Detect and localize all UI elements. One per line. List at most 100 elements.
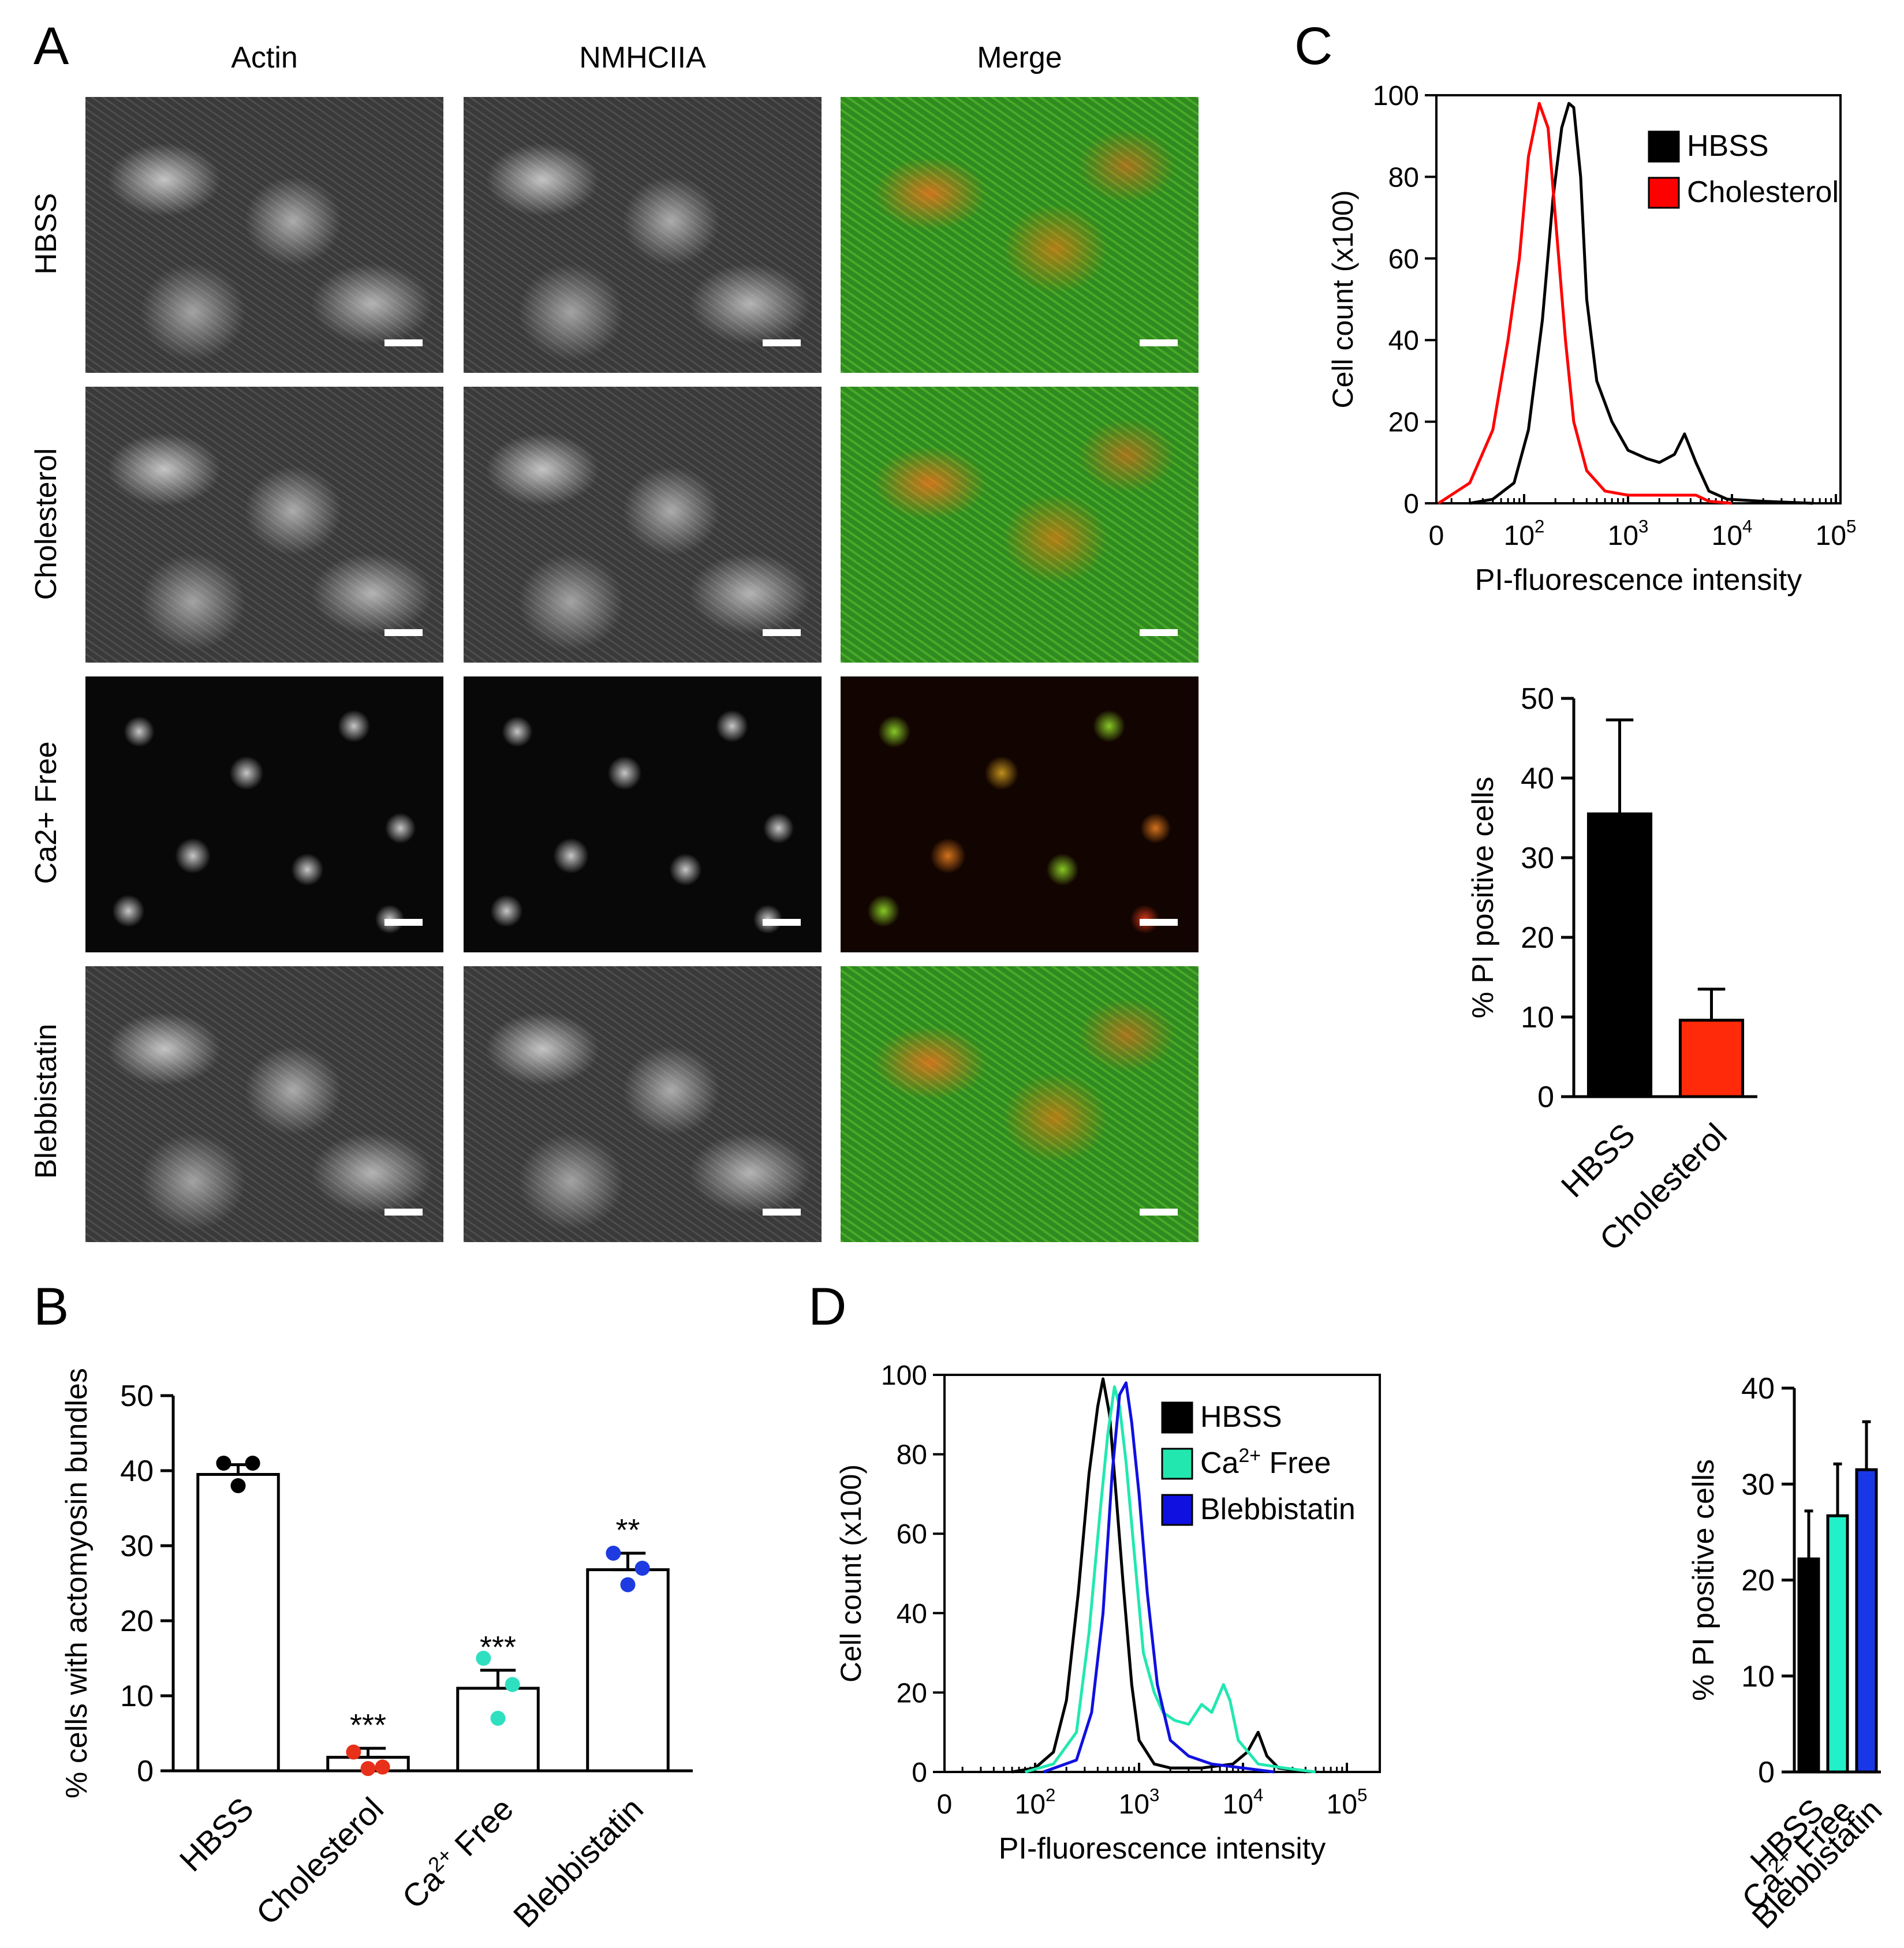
y-tick-label: 50 bbox=[120, 1379, 154, 1413]
y-axis-label: % PI positive cells bbox=[1687, 1459, 1720, 1701]
y-axis-label: Cell count (x100) bbox=[1327, 190, 1359, 409]
bar-blebbistatin bbox=[1855, 1468, 1878, 1774]
legend: HBSS Cholesterol bbox=[1648, 129, 1839, 209]
y-tick-label: 60 bbox=[897, 1519, 927, 1550]
image-hbss-actin bbox=[85, 97, 443, 373]
image-cholesterol-nmhciia bbox=[464, 387, 822, 663]
panel-label-a: A bbox=[33, 17, 69, 76]
x-tick-label: 103 bbox=[1608, 516, 1649, 551]
image-hbss-merge bbox=[841, 97, 1199, 373]
data-point bbox=[606, 1546, 621, 1561]
histogram-c-histogram: 0 20 40 60 80 100 Cell count (x100) 0 102 103 104 1… bbox=[1327, 81, 1856, 597]
panel-label-d: D bbox=[808, 1277, 847, 1336]
x-tick-label-blebbistatin: Blebbistatin bbox=[506, 1790, 650, 1934]
y-tick-label: 40 bbox=[120, 1455, 154, 1488]
y-tick-label: 100 bbox=[1373, 81, 1419, 111]
x-tick-label: 0 bbox=[1429, 521, 1444, 551]
legend-swatch-cholesterol bbox=[1648, 177, 1680, 209]
data-point bbox=[216, 1456, 232, 1471]
scale-bar bbox=[1140, 919, 1178, 926]
y-tick-label: 30 bbox=[1521, 842, 1554, 875]
x-tick-label: 102 bbox=[1015, 1785, 1056, 1820]
x-tick-label: 105 bbox=[1816, 516, 1857, 551]
y-tick-label: 40 bbox=[897, 1599, 927, 1629]
scale-bar bbox=[763, 1209, 801, 1216]
series-line-ca2-free bbox=[1024, 1385, 1316, 1774]
scale-bar bbox=[384, 339, 423, 346]
legend-swatch-ca2-free bbox=[1161, 1448, 1193, 1480]
y-tick-label: 30 bbox=[120, 1530, 154, 1563]
x-axis-label: PI-fluorescence intensity bbox=[1475, 563, 1802, 597]
legend-label-cholesterol: Cholesterol bbox=[1687, 175, 1839, 209]
y-tick-label: 40 bbox=[1521, 762, 1554, 795]
x-tick-label-hbss: HBSS bbox=[1554, 1116, 1642, 1204]
series-line-cholesterol bbox=[1438, 102, 1733, 505]
x-tick-label-cholesterol: Cholesterol bbox=[249, 1790, 390, 1932]
panel-label-b: B bbox=[33, 1277, 69, 1336]
image-cholesterol-merge bbox=[841, 387, 1199, 663]
legend-swatch-hbss bbox=[1648, 130, 1680, 163]
image-blebbistatin-nmhciia bbox=[464, 966, 822, 1242]
x-tick-label: 104 bbox=[1712, 516, 1753, 551]
plot-frame bbox=[943, 1374, 1381, 1773]
data-point bbox=[490, 1711, 506, 1726]
y-tick-label: 20 bbox=[1741, 1564, 1775, 1598]
series-line-hbss bbox=[1011, 1377, 1306, 1774]
image-cafree-nmhciia bbox=[464, 676, 822, 952]
y-tick-label: 0 bbox=[912, 1758, 927, 1788]
y-tick-label: 100 bbox=[881, 1360, 927, 1391]
data-point bbox=[245, 1456, 260, 1471]
significance-marker: *** bbox=[480, 1630, 516, 1665]
y-tick-label: 60 bbox=[1388, 244, 1419, 275]
y-tick-label: 20 bbox=[897, 1678, 927, 1708]
image-blebbistatin-actin bbox=[85, 966, 443, 1242]
data-point bbox=[620, 1577, 636, 1592]
x-tick-label: 102 bbox=[1504, 516, 1545, 551]
data-point bbox=[360, 1761, 376, 1777]
significance-marker: ** bbox=[615, 1513, 640, 1547]
image-cafree-merge bbox=[841, 676, 1199, 952]
column-title-nmhciia: NMHCIIA bbox=[579, 41, 706, 74]
scale-bar bbox=[384, 1209, 423, 1216]
scale-bar bbox=[1140, 1209, 1178, 1216]
x-axis-label: PI-fluorescence intensity bbox=[999, 1832, 1326, 1865]
y-tick-label: 10 bbox=[1741, 1660, 1775, 1693]
y-tick-label: 0 bbox=[1537, 1080, 1554, 1114]
significance-marker: *** bbox=[350, 1708, 386, 1743]
bar-ca2-free bbox=[1826, 1514, 1849, 1774]
scale-bar bbox=[1140, 339, 1178, 346]
scale-bar bbox=[384, 629, 423, 636]
bar-blebbistatin bbox=[586, 1568, 670, 1773]
data-point bbox=[375, 1759, 390, 1775]
y-tick-label: 0 bbox=[1758, 1756, 1775, 1789]
series-line-hbss bbox=[1469, 102, 1813, 505]
y-tick-label: 0 bbox=[137, 1755, 154, 1788]
legend-label-hbss: HBSS bbox=[1200, 1400, 1282, 1434]
data-point bbox=[346, 1744, 361, 1760]
image-hbss-nmhciia bbox=[464, 97, 822, 373]
panel-label-c: C bbox=[1294, 17, 1333, 76]
series-line-blebbistatin bbox=[1043, 1381, 1275, 1774]
column-title-merge: Merge bbox=[977, 41, 1062, 74]
legend: HBSS Ca2+ Free Blebbistatin bbox=[1161, 1400, 1356, 1526]
y-axis-label: % cells with actomyosin bundles bbox=[60, 1368, 94, 1799]
bar-hbss bbox=[196, 1473, 280, 1773]
bar-hbss bbox=[1586, 812, 1653, 1098]
bar-cholesterol bbox=[1678, 1019, 1745, 1098]
scale-bar bbox=[763, 919, 801, 926]
legend-label-ca2-free: Ca2+ Free bbox=[1200, 1445, 1331, 1480]
histogram-d-histogram: 0 20 40 60 80 100 Cell count (x100) 0 102 103 104 1… bbox=[835, 1360, 1381, 1865]
image-cholesterol-actin bbox=[85, 387, 443, 663]
x-tick-label-hbss: HBSS bbox=[173, 1790, 260, 1878]
y-tick-label: 30 bbox=[1741, 1468, 1775, 1501]
scale-bar bbox=[763, 339, 801, 346]
y-tick-label: 20 bbox=[120, 1605, 154, 1638]
bar-chart-b: 0 10 20 30 40 50 % cells with actomyosin bundl… bbox=[60, 1368, 693, 1934]
x-tick-label: 103 bbox=[1119, 1785, 1160, 1820]
legend-swatch-hbss bbox=[1161, 1401, 1193, 1434]
y-tick-label: 10 bbox=[120, 1680, 154, 1713]
y-tick-label: 80 bbox=[897, 1440, 927, 1471]
bar-ca2-free bbox=[456, 1687, 540, 1773]
